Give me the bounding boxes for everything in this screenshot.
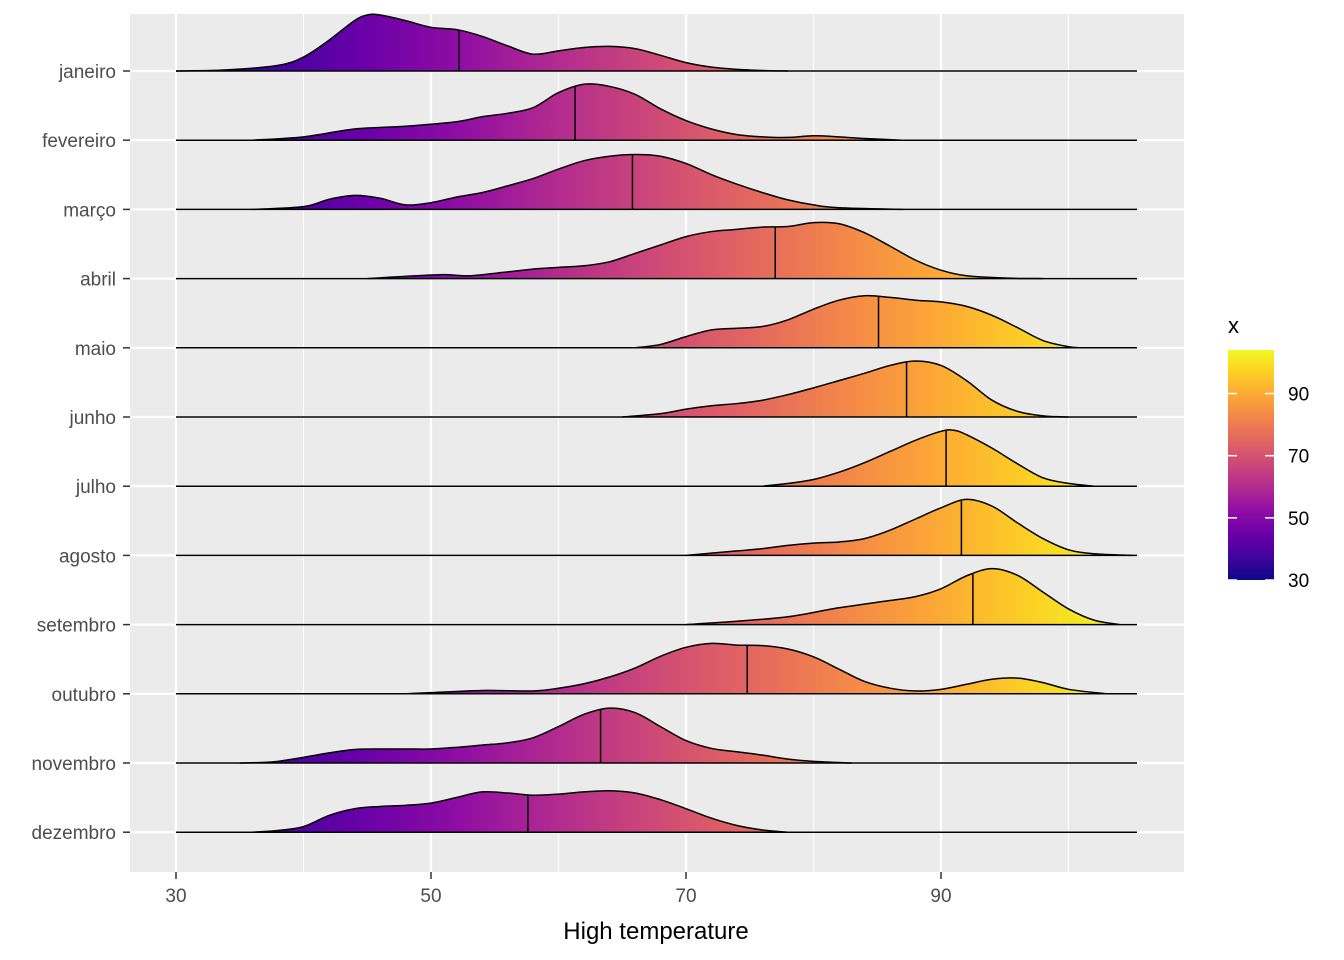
- ridge-fill: [405, 643, 1107, 694]
- ridge-novembro: [176, 707, 1137, 764]
- ridge-fill: [176, 14, 788, 72]
- ridge-junho: [176, 360, 1137, 418]
- ridge-outline: [685, 498, 1133, 557]
- y-tick-label: fevereiro: [42, 131, 116, 152]
- x-tick-label: 30: [165, 886, 186, 907]
- ridge-outline: [252, 153, 903, 211]
- x-tick-label: 70: [675, 886, 696, 907]
- y-tick-label: março: [63, 200, 116, 221]
- ridge-fill: [762, 429, 1094, 487]
- ridge-fill: [252, 154, 903, 210]
- y-axis: janeiro fevereiro março abril maio junho julho…: [32, 62, 130, 844]
- ridge-fill: [686, 499, 1133, 556]
- y-tick-label: junho: [69, 408, 117, 429]
- legend-tick-label: 30: [1288, 571, 1309, 592]
- legend-colorbar: [1228, 350, 1274, 580]
- ridge-outline: [239, 707, 852, 764]
- legend-tick-label: 50: [1288, 509, 1309, 530]
- legend-title: x: [1228, 313, 1239, 338]
- ridge-agosto: [176, 498, 1137, 557]
- legend: x 30 50 70 90: [1228, 313, 1309, 592]
- x-axis: 30 50 70 90: [165, 872, 952, 907]
- ridge-outline: [175, 13, 789, 72]
- ridge-dezembro: [176, 789, 1137, 833]
- ridge-outline: [367, 221, 1044, 280]
- x-tick-label: 50: [420, 886, 441, 907]
- ridge-outline: [252, 789, 789, 833]
- y-tick-label: outubro: [52, 685, 116, 706]
- ridge-outline: [622, 360, 1069, 418]
- ridge-fevereiro: [176, 83, 1137, 141]
- ridge-fill: [635, 295, 1082, 348]
- ridge-outline: [405, 642, 1107, 695]
- ridge-abril: [176, 221, 1137, 280]
- y-tick-label: julho: [75, 477, 116, 498]
- x-tick-label: 90: [930, 886, 951, 907]
- ridge-outubro: [176, 642, 1137, 695]
- y-tick-label: agosto: [59, 546, 116, 567]
- y-tick-label: setembro: [37, 616, 116, 637]
- ridge-outline: [685, 567, 1120, 626]
- ridge-outline: [634, 294, 1082, 349]
- ridge-outline: [252, 83, 903, 141]
- legend-tick-label: 70: [1288, 447, 1309, 468]
- y-tick-label: novembro: [32, 754, 117, 775]
- x-axis-title: High temperature: [563, 918, 748, 945]
- y-tick-label: maio: [75, 339, 116, 360]
- ridge-março: [176, 153, 1137, 211]
- ridge-janeiro: [175, 13, 1137, 72]
- legend-ticks: 30 50 70 90: [1228, 385, 1309, 592]
- ridge-fill: [686, 568, 1120, 625]
- ridge-maio: [176, 294, 1137, 349]
- ridge-outline: [762, 429, 1095, 487]
- ridge-julho: [176, 429, 1137, 487]
- ridge-fill: [252, 790, 788, 833]
- ridge-fill: [367, 222, 1043, 279]
- ridge-setembro: [176, 567, 1137, 626]
- y-tick-label: janeiro: [58, 62, 116, 83]
- legend-tick-label: 90: [1288, 385, 1309, 406]
- ridges: [175, 13, 1137, 833]
- y-tick-label: dezembro: [32, 823, 117, 844]
- y-tick-label: abril: [80, 270, 116, 291]
